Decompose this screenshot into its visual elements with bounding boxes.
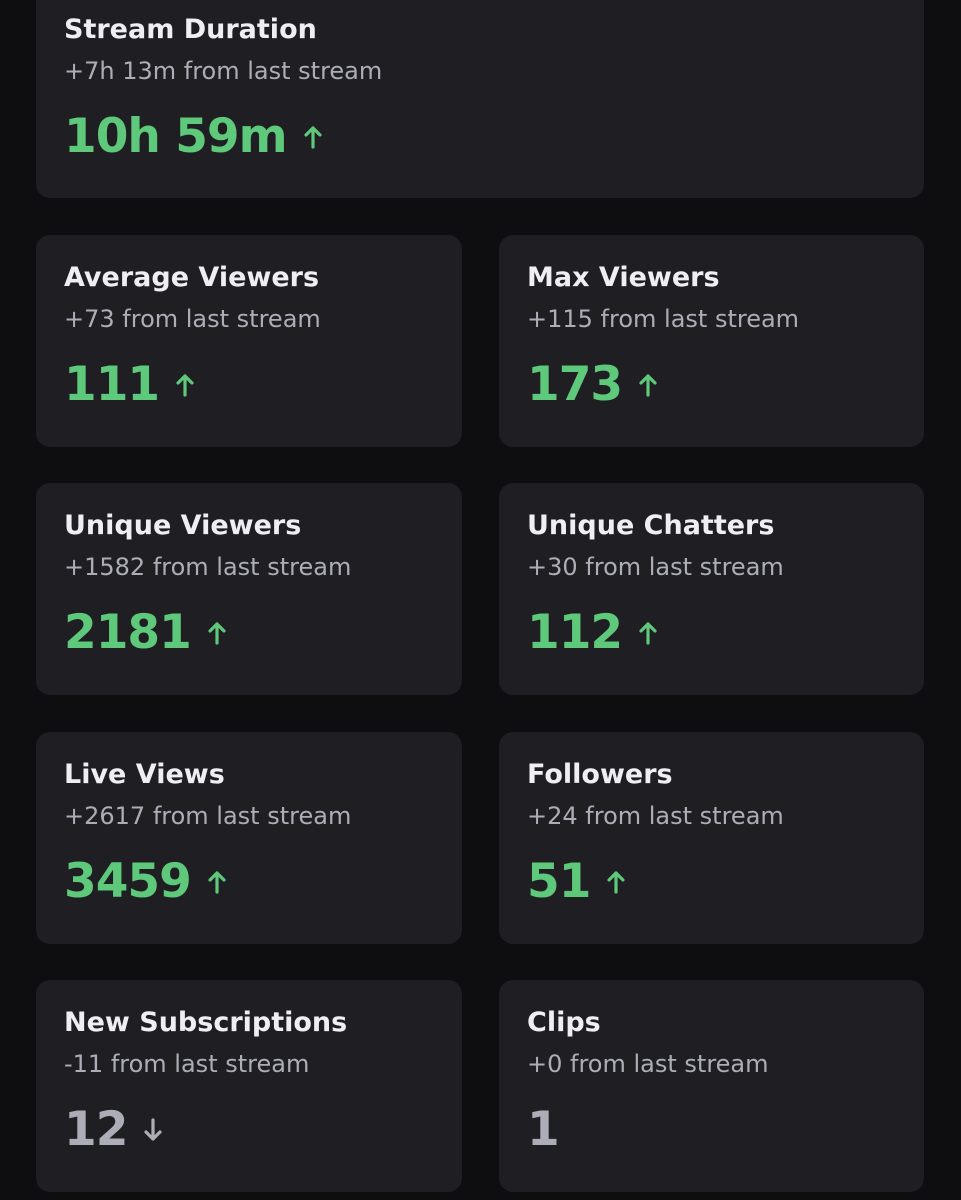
stat-card: Stream Duration +7h 13m from last stream 1… — [36, 0, 924, 198]
trend-arrow — [208, 621, 226, 645]
stat-title: Live Views — [64, 759, 225, 790]
value-row: 173 — [527, 357, 658, 412]
stat-title: Max Viewers — [527, 262, 720, 293]
trend-arrow — [639, 621, 657, 645]
stat-card: New Subscriptions -11 from last stream 12 — [36, 980, 462, 1192]
stat-title: Unique Viewers — [64, 510, 302, 541]
stat-change: +30 from last stream — [527, 553, 784, 581]
stat-change: -11 from last stream — [64, 1050, 310, 1078]
trend-arrow — [176, 373, 194, 397]
stat-change: +1582 from last stream — [64, 553, 352, 581]
trend-arrow — [304, 125, 322, 149]
trend-arrow — [144, 1117, 163, 1141]
stat-value: 3459 — [64, 854, 192, 909]
stat-change: +0 from last stream — [527, 1050, 769, 1078]
stat-change: +115 from last stream — [527, 305, 800, 333]
stat-card: Live Views +2617 from last stream 3459 — [36, 732, 462, 944]
stat-value: 10h 59m — [64, 109, 288, 164]
stat-change: +73 from last stream — [64, 305, 321, 333]
stat-title: Followers — [527, 759, 673, 790]
stat-value: 111 — [64, 357, 160, 412]
stat-change: +24 from last stream — [527, 802, 784, 830]
value-row: 51 — [527, 854, 626, 909]
trend-arrow — [607, 870, 626, 894]
stat-card: Clips +0 from last stream 1 — [499, 980, 924, 1192]
stat-title: Unique Chatters — [527, 510, 775, 541]
trend-arrow — [639, 373, 657, 397]
stat-value: 2181 — [64, 605, 192, 660]
stat-change: +2617 from last stream — [64, 802, 352, 830]
stat-title: Stream Duration — [64, 14, 317, 45]
value-row: 3459 — [64, 854, 227, 909]
stat-value: 12 — [64, 1102, 128, 1157]
stat-value: 1 — [527, 1102, 560, 1157]
value-row: 2181 — [64, 605, 227, 660]
value-row: 112 — [527, 605, 658, 660]
value-row: 12 — [64, 1102, 163, 1157]
stat-title: Average Viewers — [64, 262, 320, 293]
stat-change: +7h 13m from last stream — [64, 57, 383, 85]
value-row: 10h 59m — [64, 109, 323, 164]
value-row: 111 — [64, 357, 195, 412]
stat-title: Clips — [527, 1007, 601, 1038]
stat-value: 173 — [527, 357, 623, 412]
trend-arrow — [208, 870, 226, 894]
stat-card: Average Viewers +73 from last stream 111 — [36, 235, 462, 447]
stat-card: Unique Viewers +1582 from last stream 2181 — [36, 483, 462, 695]
value-row: 1 — [527, 1102, 560, 1157]
stat-value: 112 — [527, 605, 623, 660]
stat-title: New Subscriptions — [64, 1007, 348, 1038]
stat-card: Followers +24 from last stream 51 — [499, 732, 924, 944]
stat-card: Max Viewers +115 from last stream 173 — [499, 235, 924, 447]
stat-value: 51 — [527, 854, 591, 909]
stat-card: Unique Chatters +30 from last stream 112 — [499, 483, 924, 695]
